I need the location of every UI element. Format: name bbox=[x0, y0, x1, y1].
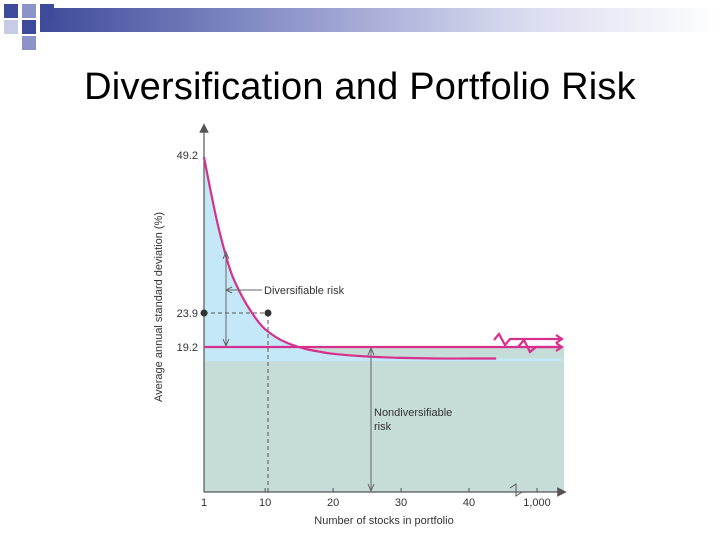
corner-square-decoration bbox=[22, 4, 36, 18]
corner-square-decoration bbox=[22, 20, 36, 34]
curve-end-arrowhead bbox=[555, 334, 564, 344]
y-axis-title: Average annual standard deviation (%) bbox=[153, 212, 165, 402]
highlight-point-axis bbox=[200, 309, 208, 317]
diversifiable-bracket-bottom-arrow bbox=[222, 338, 230, 348]
x-axis-title: Number of stocks in portfolio bbox=[314, 515, 453, 527]
nondiversifiable-bracket-bottom-arrow bbox=[367, 483, 375, 493]
diversifiable-pointer-arrow bbox=[224, 286, 233, 294]
risk-curve bbox=[202, 156, 497, 360]
y-tick-label: 49.2 bbox=[177, 150, 198, 162]
diversifiable-bracket-top-arrow bbox=[222, 250, 230, 260]
x-tick-label: 30 bbox=[395, 497, 407, 509]
nondiversifiable-region bbox=[204, 347, 564, 492]
corner-square-decoration bbox=[40, 4, 54, 18]
x-tick-label: 1 bbox=[201, 497, 207, 509]
y-tick-label: 19.2 bbox=[177, 342, 198, 354]
annotation-diversifiable: Diversifiable risk bbox=[264, 285, 345, 297]
line-end-arrowhead bbox=[555, 342, 564, 352]
corner-square-decoration bbox=[4, 20, 18, 34]
x-tick-label: 1,000 bbox=[523, 497, 551, 509]
highlight-point bbox=[264, 309, 272, 317]
title-bar-decoration bbox=[40, 8, 720, 32]
curve-break-arrow bbox=[493, 332, 562, 347]
x-tick-group: 1 10 20 30 40 1,000 bbox=[201, 488, 551, 509]
x-tick-label: 20 bbox=[327, 497, 339, 509]
nondiversifiable-bracket-top-arrow bbox=[367, 346, 375, 356]
x-axis-break bbox=[509, 483, 523, 497]
corner-square-decoration bbox=[4, 4, 18, 18]
y-tick-label: 23.9 bbox=[177, 308, 198, 320]
slide-title: Diversification and Portfolio Risk bbox=[84, 66, 636, 108]
diversifiable-region bbox=[204, 157, 562, 362]
line-break-arrow bbox=[517, 338, 562, 354]
x-tick-label: 10 bbox=[259, 497, 271, 509]
x-tick-label: 40 bbox=[463, 497, 475, 509]
corner-square-decoration bbox=[22, 36, 36, 50]
annotation-nondiversifiable: Nondiversifiable risk bbox=[374, 407, 452, 433]
